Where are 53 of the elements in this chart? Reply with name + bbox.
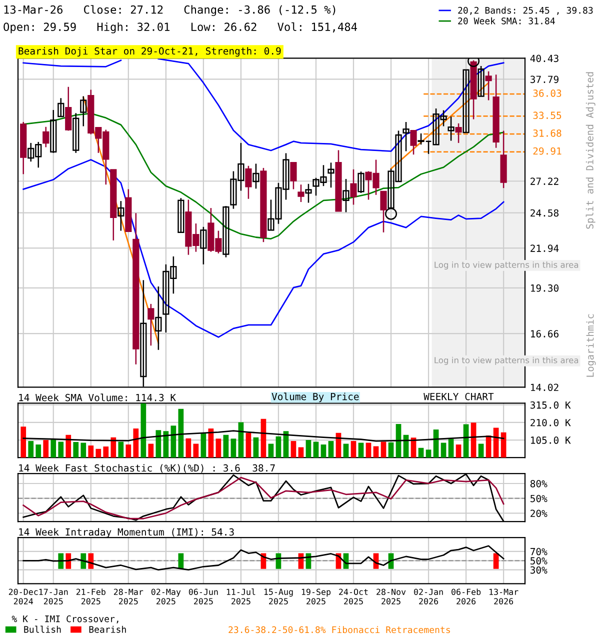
chart-title: 14 Week Fast Stochastic (%K)(%D) : 3.6 38.7	[19, 464, 275, 473]
x-tick-label: 13-Mar 2026	[490, 588, 518, 604]
x-tick-label: 02-Jan 2026	[414, 588, 443, 604]
y-tick-label: 20%	[530, 510, 548, 518]
y-tick-label: 50%	[530, 557, 548, 564]
ref-line-label: 31.68	[533, 129, 562, 137]
y-tick-label: 16.66	[531, 330, 558, 338]
y-tick-label: 70%	[530, 548, 548, 556]
chart-title: 14 Week Intraday Momentum (IMI): 54.3	[19, 528, 234, 538]
y-tick-label: 50%	[530, 494, 548, 502]
ref-line-label: 29.91	[533, 147, 562, 155]
x-tick-label: 06-Feb 2026	[452, 588, 481, 604]
chart-title: 14 Week SMA Volume: 114.3 K	[19, 394, 176, 402]
y-axis-title: Split and Dividend Adjusted	[586, 72, 596, 229]
x-tick-label: 20-Dec 2024	[8, 588, 38, 604]
y-tick-label: 27.22	[530, 178, 558, 185]
chart-title: 13-Mar-26 Close: 27.12 Change: -3.86 (-12.5 %)	[4, 5, 336, 16]
chart-subtitle: Open: 29.59 High: 32.01 Low: 26.62 Vol: 151,484	[4, 22, 358, 34]
ref-line-label: 36.03	[533, 90, 562, 97]
y-tick-label: 24.58	[530, 209, 559, 217]
x-tick-label: 15-Aug 2025	[264, 588, 293, 604]
y-tick-label: 315.0 K	[530, 401, 571, 409]
text: 23.6-38.2-50-61.8% Fibonacci Retracements	[228, 626, 450, 634]
legend-title: % K - IMI Crossover,	[12, 615, 118, 624]
text: Bearish Doji Star on 29-Oct-21, Strength: 0.9	[18, 47, 281, 57]
x-tick-label: 11-Jul 2025	[226, 588, 256, 604]
y-tick-label: 105.0 K	[531, 436, 571, 444]
y-tick-label: 19.30	[531, 284, 558, 292]
legend-label: Bearish	[89, 626, 126, 633]
y-tick-label: 14.02	[531, 384, 558, 392]
x-tick-label: 02-May 2025	[151, 588, 181, 604]
x-tick-label: 17-Jan 2025	[39, 588, 68, 604]
text: WEEKLY CHART	[424, 392, 494, 400]
y-tick-label: 40.43	[530, 54, 558, 62]
legend-label: 20 Week SMA: 31.84	[458, 17, 555, 24]
y-tick-label: 210.0 K	[530, 418, 571, 426]
text: Volume By Price	[272, 392, 359, 402]
x-tick-label: 24-Oct 2025	[339, 588, 368, 604]
x-tick-label: 28-Nov 2025	[376, 588, 406, 604]
y-tick-label: 80%	[530, 480, 548, 488]
legend-label: 20,2 Bands: 25.45 , 39.83	[458, 6, 593, 15]
legend-label: Bullish	[24, 626, 61, 633]
x-tick-label: 19-Sep 2025	[302, 588, 331, 604]
x-tick-label: 28-Mar 2025	[114, 588, 144, 604]
annotation: Log in to view patterns in this area	[434, 356, 578, 365]
y-tick-label: 21.94	[530, 244, 559, 252]
band-label: Log in to view patterns in this area	[434, 261, 578, 270]
x-tick-label: 21-Feb 2025	[76, 588, 106, 604]
y-tick-label: 37.79	[530, 76, 558, 84]
text: Logarithmic	[586, 314, 596, 377]
ref-line-label: 33.55	[533, 112, 562, 120]
y-tick-label: 30%	[530, 566, 548, 574]
x-tick-label: 06-Jun 2025	[188, 588, 218, 604]
